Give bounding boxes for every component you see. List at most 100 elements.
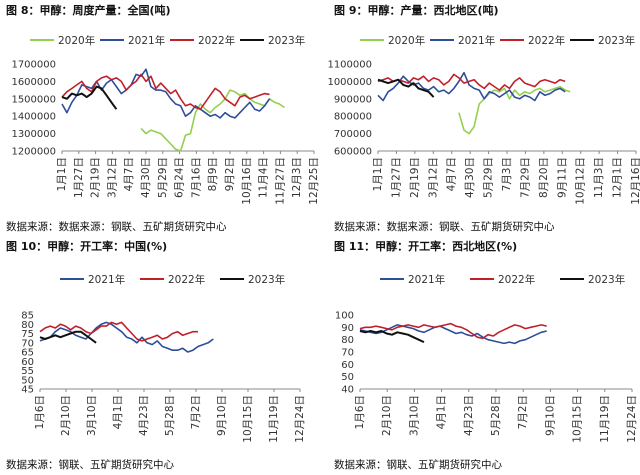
series-line: [140, 89, 285, 152]
y-tick-label: 1600000: [11, 77, 56, 88]
x-tick-label: 9月11日: [556, 157, 568, 198]
y-tick-label: 45: [21, 385, 34, 396]
legend-label: 2023年: [588, 273, 625, 286]
legend-label: 2022年: [528, 34, 565, 47]
legend-label: 2020年: [58, 34, 95, 47]
x-tick-label: 1月6日: [354, 395, 366, 429]
x-tick-label: 5月28日: [490, 395, 502, 436]
y-tick-label: 70: [341, 348, 354, 359]
x-tick-label: 4月23日: [138, 395, 150, 436]
x-tick-label: 9月2日: [224, 157, 236, 191]
y-tick-label: 1100000: [327, 60, 372, 71]
x-tick-label: 9月10日: [544, 395, 556, 436]
x-tick-label: 10月15日: [572, 395, 584, 443]
y-tick-label: 80: [21, 320, 34, 331]
chart-title: 图 10：甲醇：开工率：中国(%): [6, 240, 168, 253]
x-tick-label: 10月12日: [575, 157, 587, 205]
y-tick-label: 70: [21, 338, 34, 349]
legend-label: 2021年: [458, 34, 495, 47]
series-line: [458, 85, 571, 135]
series-line: [359, 330, 425, 344]
x-tick-label: 5月29日: [157, 157, 169, 198]
legend-label: 2021年: [88, 273, 125, 286]
x-tick-label: 4月23日: [463, 395, 475, 436]
y-tick-label: 40: [341, 385, 354, 396]
x-tick-label: 7月3日: [501, 157, 513, 191]
x-tick-label: 9月10日: [216, 395, 228, 436]
chart-panel-11: 图 11：甲醇：开工率：西北地区(%) 40 50 60 70 80 90 100 1月6日 2…: [320, 237, 640, 475]
y-tick-label: 1400000: [11, 112, 56, 123]
chart-svg: 1200000 1300000 1400000 1500000 1600000 17000…: [11, 34, 320, 205]
y-tick-label: 700000: [334, 129, 372, 140]
x-tick-label: 2月19日: [90, 157, 102, 198]
y-tick-label: 100: [335, 311, 354, 322]
series-line: [39, 330, 97, 344]
y-tick-label: 50: [341, 372, 354, 383]
chart-panel-10: 图 10：甲醇：开工率：中国(%) 45 50 55 60 65 70 75 80 85 1月6日…: [0, 237, 320, 475]
x-tick-label: 1月1日: [372, 157, 384, 191]
x-tick-label: 3月12日: [427, 157, 439, 198]
x-tick-label: 6月24日: [174, 157, 186, 198]
chart-source: 数据来源：钢联、五矿期货研究中心: [334, 459, 502, 471]
y-tick-label: 50: [21, 375, 34, 386]
x-tick-label: 2月19日: [409, 157, 421, 198]
legend-label: 2022年: [168, 273, 205, 286]
y-tick-label: 800000: [334, 112, 372, 123]
y-tick-label: 1200000: [11, 147, 56, 158]
y-tick-label: 75: [21, 329, 34, 340]
y-tick-label: 65: [21, 348, 34, 359]
y-tick-label: 1500000: [11, 94, 56, 105]
x-tick-label: 12月24日: [626, 395, 638, 443]
x-tick-label: 4月7日: [123, 157, 135, 191]
x-tick-label: 11月27日: [274, 157, 286, 205]
x-tick-label: 7月16日: [190, 157, 202, 198]
legend-label: 2023年: [598, 34, 635, 47]
x-tick-label: 12月16日: [630, 157, 640, 205]
legend-label: 2020年: [388, 34, 425, 47]
chart-panel-8: 图 8：甲醇：周度产量：全国(吨) 1200000 1300000 1400000 1…: [0, 0, 320, 237]
chart-source: 数据来源：数据来源：钢联、五矿期货研究中心: [6, 221, 227, 233]
legend-label: 2022年: [498, 273, 535, 286]
y-tick-label: 900000: [334, 94, 372, 105]
x-tick-label: 4月7日: [446, 157, 458, 191]
series-line: [377, 78, 435, 98]
x-tick-label: 7月29日: [519, 157, 531, 198]
y-tick-label: 85: [21, 311, 34, 322]
x-tick-label: 11月19日: [599, 395, 611, 443]
x-tick-label: 11月3日: [593, 157, 605, 198]
x-tick-label: 12月3日: [291, 157, 303, 198]
series-line: [359, 322, 547, 340]
legend-label: 2022年: [198, 34, 235, 47]
x-tick-label: 2月10日: [60, 395, 72, 436]
series-line: [359, 324, 547, 345]
x-tick-label: 8月20日: [538, 157, 550, 198]
x-tick-label: 4月1日: [436, 395, 448, 429]
y-tick-label: 1300000: [11, 129, 56, 140]
x-tick-label: 1月1日: [56, 157, 68, 191]
x-tick-label: 8月9日: [207, 157, 219, 191]
x-tick-label: 4月30日: [464, 157, 476, 198]
x-tick-label: 12月24日: [294, 395, 306, 443]
series-line: [61, 73, 270, 110]
x-tick-label: 4月30日: [140, 157, 152, 198]
y-tick-label: 60: [21, 357, 34, 368]
x-tick-label: 11月4日: [258, 157, 270, 198]
x-tick-label: 7月2日: [190, 395, 202, 429]
x-tick-label: 10月16日: [241, 157, 253, 205]
y-tick-label: 60: [341, 360, 354, 371]
legend-label: 2021年: [408, 273, 445, 286]
chart-svg: 600000 700000 800000 900000 1000000 1100000 1月…: [327, 34, 640, 205]
chart-title: 图 9：甲醇：产量：西北地区(吨): [334, 4, 499, 17]
x-tick-label: 5月29日: [483, 157, 495, 198]
series-line: [39, 321, 214, 353]
chart-source: 数据来源：数据来源：钢联、五矿期货研究中心: [334, 221, 555, 233]
legend-label: 2023年: [248, 273, 285, 286]
y-tick-label: 1000000: [327, 77, 372, 88]
series-line: [61, 85, 118, 110]
x-tick-label: 7月2日: [517, 395, 529, 429]
x-tick-label: 10月15日: [242, 395, 254, 443]
x-tick-label: 3月10日: [408, 395, 420, 436]
series-line: [39, 321, 198, 342]
